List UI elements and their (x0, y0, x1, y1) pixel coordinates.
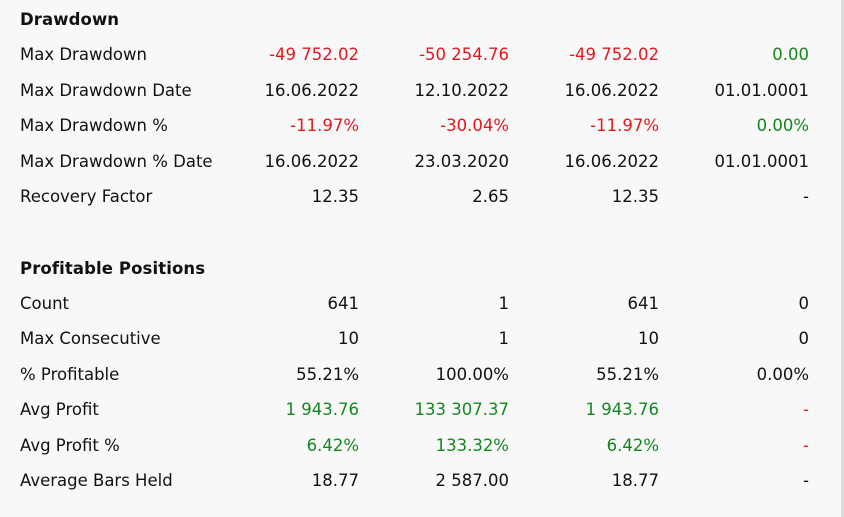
table-row: Max Drawdown % Date 16.06.2022 23.03.202… (0, 145, 841, 179)
row-value: 01.01.0001 (714, 152, 809, 171)
row-label: Count (20, 294, 70, 313)
table-row: Max Drawdown -49 752.02 -50 254.76 -49 7… (0, 38, 841, 72)
row-value: -49 752.02 (569, 45, 659, 64)
row-value: 16.06.2022 (264, 81, 359, 100)
row-label: Avg Profit % (20, 436, 120, 455)
row-value: 16.06.2022 (564, 152, 659, 171)
row-value: - (803, 436, 809, 455)
row-value: - (803, 471, 809, 490)
row-value: 0 (798, 294, 810, 313)
row-value: -30.04% (440, 116, 509, 135)
row-value: 12.35 (311, 187, 359, 206)
row-label: Recovery Factor (20, 187, 153, 206)
section-title-profitable-positions: Profitable Positions (20, 259, 206, 278)
row-value: 2.65 (472, 187, 509, 206)
table-row: Max Drawdown % -11.97% -30.04% -11.97% 0… (0, 109, 841, 143)
row-value: 2 587.00 (435, 471, 509, 490)
row-value: 6.42% (306, 436, 359, 455)
row-value: 133 307.37 (414, 400, 509, 419)
row-value: -49 752.02 (269, 45, 359, 64)
table-row: Average Bars Held 18.77 2 587.00 18.77 - (0, 464, 841, 498)
row-value: 55.21% (596, 365, 659, 384)
row-value: 100.00% (435, 365, 509, 384)
row-label: % Profitable (20, 365, 120, 384)
row-value: 10 (638, 329, 659, 348)
row-value: 0 (798, 329, 810, 348)
table-row: Recovery Factor 12.35 2.65 12.35 - (0, 180, 841, 214)
row-value: 12.10.2022 (414, 81, 509, 100)
row-value: 641 (627, 294, 660, 313)
row-value: 23.03.2020 (414, 152, 509, 171)
row-label: Max Drawdown % Date (20, 152, 213, 171)
row-value: - (803, 187, 809, 206)
row-value: 1 (498, 329, 510, 348)
row-value: 0.00% (756, 365, 809, 384)
table-row: Max Consecutive 10 1 10 0 (0, 322, 841, 356)
row-value: -50 254.76 (419, 45, 509, 64)
row-value: 1 943.76 (285, 400, 359, 419)
row-value: -11.97% (590, 116, 659, 135)
row-value: -11.97% (290, 116, 359, 135)
row-value: 133.32% (435, 436, 509, 455)
row-value: 16.06.2022 (564, 81, 659, 100)
section-title-drawdown: Drawdown (20, 10, 120, 29)
table-row: Count 641 1 641 0 (0, 287, 841, 321)
row-label: Max Drawdown Date (20, 81, 192, 100)
row-value: 1 (498, 294, 510, 313)
table-row: Avg Profit 1 943.76 133 307.37 1 943.76 … (0, 393, 841, 427)
table-row: Max Drawdown Date 16.06.2022 12.10.2022 … (0, 74, 841, 108)
row-value: 18.77 (311, 471, 359, 490)
row-value: 12.35 (611, 187, 659, 206)
row-value: 18.77 (611, 471, 659, 490)
table-row: % Profitable 55.21% 100.00% 55.21% 0.00% (0, 358, 841, 392)
row-value: 1 943.76 (585, 400, 659, 419)
row-label: Max Consecutive (20, 329, 161, 348)
table-row: Avg Profit % 6.42% 133.32% 6.42% - (0, 429, 841, 463)
row-value: 01.01.0001 (714, 81, 809, 100)
row-value: 641 (327, 294, 360, 313)
row-label: Avg Profit (20, 400, 99, 419)
row-value: 6.42% (606, 436, 659, 455)
row-value: - (803, 400, 809, 419)
row-label: Average Bars Held (20, 471, 173, 490)
row-value: 10 (338, 329, 359, 348)
row-value: 0.00% (756, 116, 809, 135)
row-value: 55.21% (296, 365, 359, 384)
row-value: 0.00 (772, 45, 809, 64)
row-label: Max Drawdown % (20, 116, 168, 135)
row-label: Max Drawdown (20, 45, 147, 64)
row-value: 16.06.2022 (264, 152, 359, 171)
right-panel-border (841, 0, 844, 517)
